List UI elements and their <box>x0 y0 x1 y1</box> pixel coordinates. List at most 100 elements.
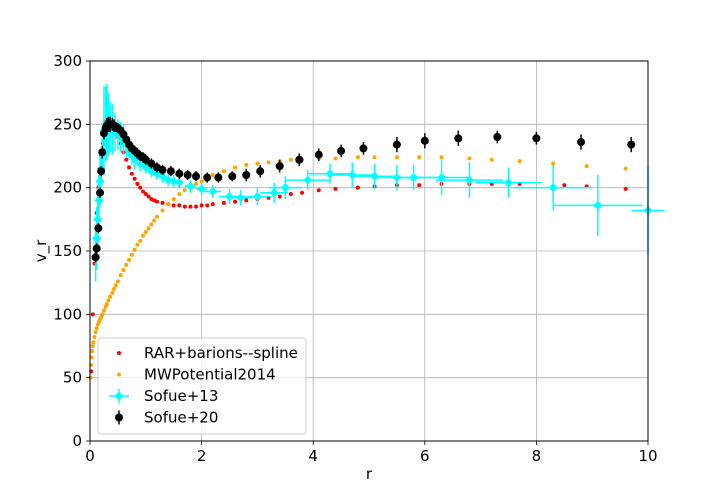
data-point <box>98 148 107 157</box>
data-point <box>221 200 226 205</box>
data-point <box>623 166 628 171</box>
data-point <box>454 134 463 143</box>
data-point <box>94 224 103 233</box>
data-point <box>288 157 293 162</box>
data-point <box>175 169 184 178</box>
data-point <box>577 138 586 147</box>
data-point <box>489 157 494 162</box>
data-point <box>89 355 94 360</box>
data-point <box>154 199 159 204</box>
data-point <box>138 185 143 190</box>
data-point <box>255 161 260 166</box>
data-point <box>138 238 143 243</box>
data-point <box>129 252 134 257</box>
data-point <box>623 186 628 191</box>
data-point <box>129 171 134 176</box>
x-tick-label: 4 <box>308 447 318 465</box>
series-layer <box>88 83 665 380</box>
y-tick-label: 0 <box>72 432 82 450</box>
legend-marker <box>117 351 121 355</box>
data-point <box>160 208 165 213</box>
series-0 <box>89 127 628 374</box>
data-point <box>185 181 195 191</box>
data-point <box>93 330 98 335</box>
data-point <box>146 194 151 199</box>
data-point <box>244 198 249 203</box>
legend-label: Sofue+13 <box>144 387 218 405</box>
data-point <box>158 165 167 174</box>
data-point <box>91 340 96 345</box>
data-point <box>203 173 212 182</box>
data-point <box>333 156 338 161</box>
data-point <box>90 349 95 354</box>
data-point <box>91 253 100 262</box>
data-point <box>420 136 429 145</box>
legend-item-1: MWPotential2014 <box>117 366 276 384</box>
data-point <box>194 204 199 209</box>
data-point <box>174 178 184 188</box>
data-point <box>177 192 182 196</box>
data-point <box>370 171 380 181</box>
data-point <box>183 171 192 179</box>
data-point <box>93 214 103 224</box>
data-point <box>333 186 338 191</box>
data-point <box>97 167 106 176</box>
series-3 <box>91 116 636 263</box>
data-point <box>132 247 137 252</box>
data-point <box>194 181 199 186</box>
data-point <box>143 192 148 196</box>
data-point <box>439 155 444 160</box>
data-point <box>124 157 129 162</box>
data-point <box>337 146 346 155</box>
data-point <box>225 192 234 202</box>
data-point <box>135 181 140 186</box>
data-point <box>562 183 567 188</box>
legend-marker <box>114 391 124 401</box>
data-point <box>300 190 305 195</box>
data-point <box>92 335 97 340</box>
data-point <box>532 134 541 143</box>
data-point <box>493 133 502 141</box>
data-point <box>96 188 105 197</box>
data-point <box>106 298 111 303</box>
data-point <box>355 185 360 190</box>
data-point <box>177 203 182 208</box>
x-tick-label: 8 <box>532 447 542 465</box>
data-point <box>127 165 132 170</box>
data-point <box>141 189 146 194</box>
data-point <box>121 268 126 272</box>
data-point <box>94 326 99 331</box>
data-point <box>127 257 132 262</box>
data-point <box>115 279 120 284</box>
series-2 <box>91 83 665 282</box>
y-tick-label: 100 <box>53 305 82 323</box>
legend-box <box>97 337 307 435</box>
data-point <box>124 262 129 267</box>
data-point <box>228 172 237 181</box>
y-tick-label: 150 <box>53 242 82 260</box>
data-point <box>288 192 293 196</box>
legend-item-0: RAR+barions--spline <box>117 344 298 362</box>
legend-item-3: Sofue+20 <box>115 409 218 427</box>
data-point <box>171 197 176 202</box>
data-point <box>210 173 215 177</box>
data-point <box>110 290 115 295</box>
data-point <box>221 169 226 174</box>
legend-item-2: Sofue+13 <box>109 387 218 405</box>
data-point <box>141 155 150 164</box>
data-point <box>464 175 474 185</box>
data-point <box>152 218 157 223</box>
data-point <box>236 193 246 203</box>
data-point <box>295 155 304 164</box>
data-point <box>147 159 156 168</box>
data-point <box>104 302 109 307</box>
data-point <box>118 273 123 278</box>
series-1 <box>88 155 628 380</box>
y-tick-label: 50 <box>63 369 82 387</box>
data-point <box>355 155 360 160</box>
data-point <box>199 203 204 208</box>
data-point <box>94 195 104 205</box>
data-point <box>92 233 102 243</box>
data-point <box>394 155 399 160</box>
